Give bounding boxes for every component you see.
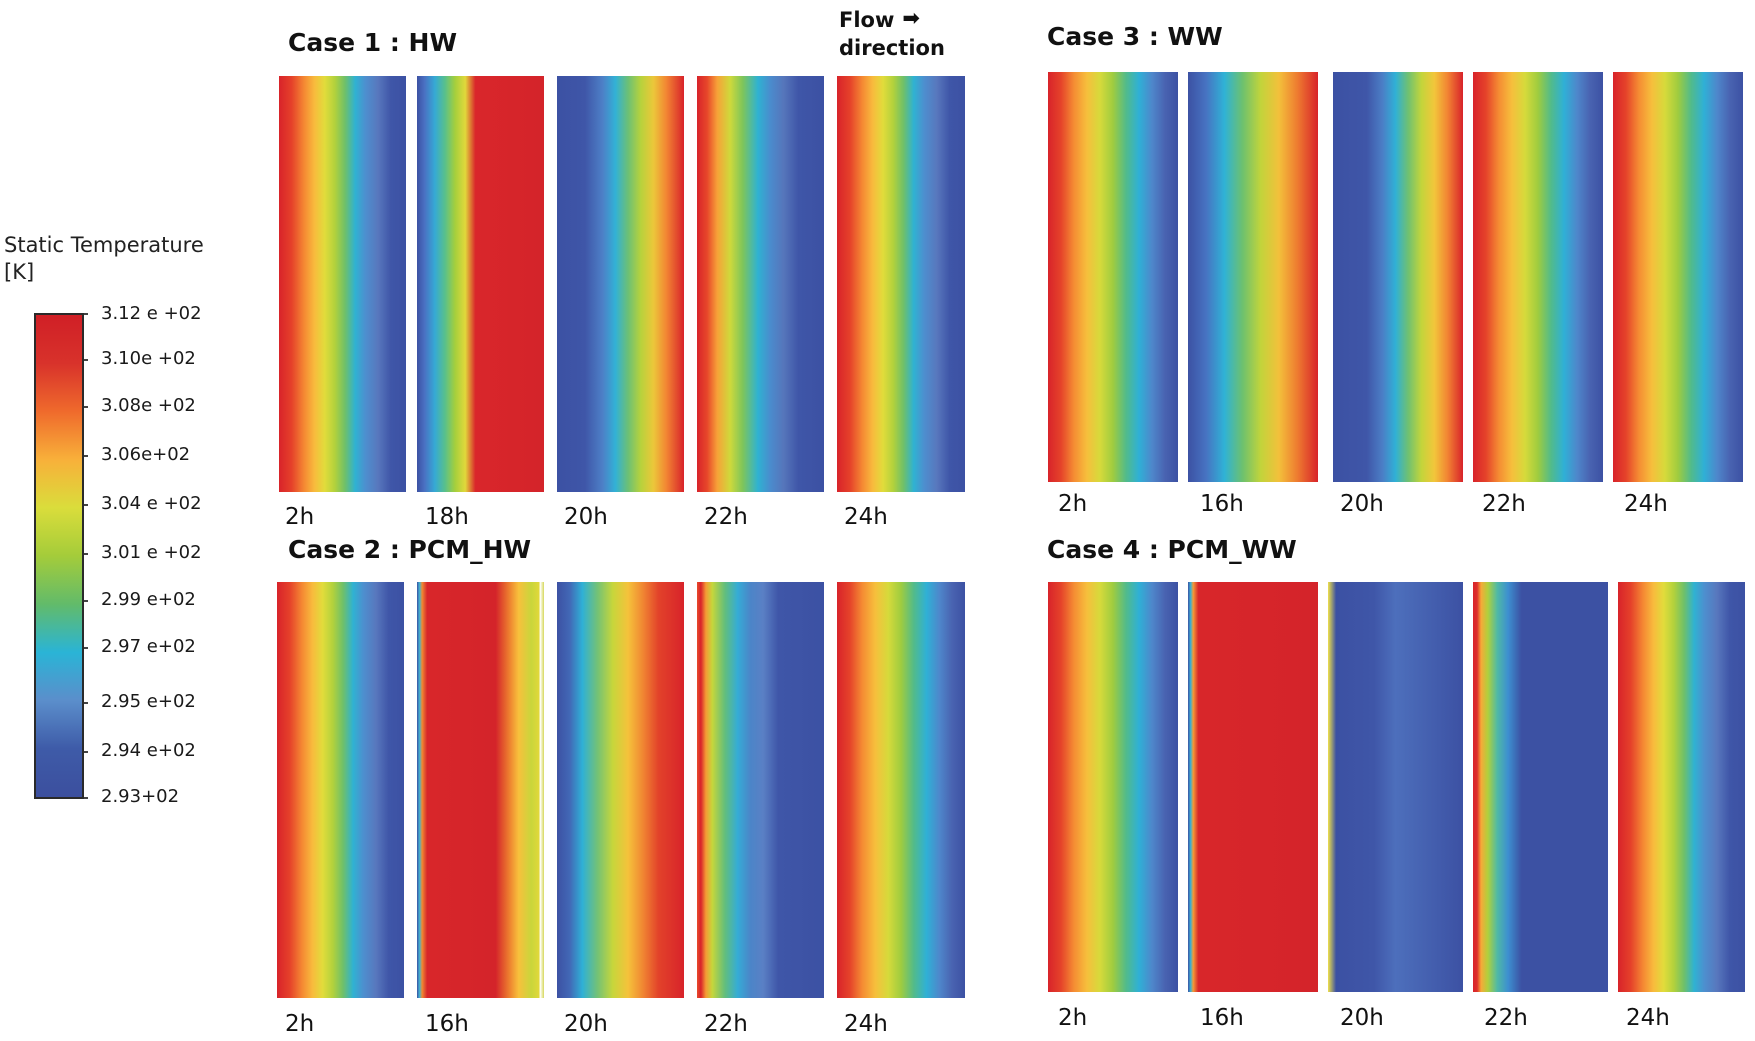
- legend-label: 2.95 e+02: [101, 691, 196, 712]
- case-3-panel-16h: [1188, 72, 1318, 482]
- case-3-time-label: 22h: [1482, 491, 1526, 517]
- legend-tick: [84, 702, 88, 704]
- temperature-colorbar: [34, 313, 84, 799]
- case-3-time-label: 20h: [1340, 491, 1384, 517]
- case-1-panel-2h: [279, 76, 406, 492]
- case-3-title: Case 3 : WW: [1047, 22, 1223, 51]
- case-2-time-label: 22h: [704, 1011, 748, 1037]
- case-2-panel-2h: [277, 582, 404, 998]
- legend-label: 3.06e+02: [101, 444, 191, 465]
- legend-tick: [84, 313, 88, 315]
- legend-label: 2.94 e+02: [101, 740, 196, 761]
- case-3-panel-20h: [1333, 72, 1463, 482]
- legend-label: 2.97 e+02: [101, 636, 196, 657]
- case-4-panel-16h: [1188, 582, 1318, 992]
- case-4-time-label: 24h: [1626, 1005, 1670, 1031]
- legend-label: 3.10e +02: [101, 348, 196, 369]
- case-4-panel-24h: [1618, 582, 1745, 992]
- case-4-panel-20h: [1328, 582, 1463, 992]
- legend-tick: [84, 455, 88, 457]
- case-2-time-label: 2h: [285, 1011, 315, 1037]
- case-2-time-label: 16h: [425, 1011, 469, 1037]
- arrow-right-icon: ➡: [902, 6, 920, 30]
- legend-tick: [84, 359, 88, 361]
- case-4-title: Case 4 : PCM_WW: [1047, 535, 1297, 564]
- case-4-time-label: 20h: [1340, 1005, 1384, 1031]
- case-3-panel-22h: [1473, 72, 1603, 482]
- case-4-panel-22h: [1473, 582, 1608, 992]
- flow-direction-label: direction: [839, 36, 945, 60]
- case-1-panel-24h: [837, 76, 965, 492]
- case-4-time-label: 16h: [1200, 1005, 1244, 1031]
- legend-label: 3.08e +02: [101, 395, 196, 416]
- case-4-time-label: 22h: [1484, 1005, 1528, 1031]
- case-3-time-label: 16h: [1200, 491, 1244, 517]
- case-2-panel-20h: [557, 582, 684, 998]
- legend-tick: [84, 797, 88, 799]
- case-1-time-label: 24h: [844, 504, 888, 530]
- legend-label-min: 2.93+02: [101, 786, 180, 807]
- case-4-time-label: 2h: [1058, 1005, 1088, 1031]
- case-3-time-label: 24h: [1624, 491, 1668, 517]
- case-1-time-label: 18h: [425, 504, 469, 530]
- legend-title: Static Temperature [K]: [4, 232, 204, 286]
- case-2-panel-22h: [697, 582, 824, 998]
- case-2-time-label: 24h: [844, 1011, 888, 1037]
- legend-title-line1: Static Temperature: [4, 233, 204, 257]
- legend-title-line2: [K]: [4, 260, 35, 284]
- case-2-panel-24h: [837, 582, 965, 998]
- case-1-time-label: 22h: [704, 504, 748, 530]
- legend-tick: [84, 751, 88, 753]
- legend-tick: [84, 504, 88, 506]
- case-1-time-label: 2h: [285, 504, 315, 530]
- legend-label-max: 3.12 e +02: [101, 303, 202, 324]
- legend-tick: [84, 553, 88, 555]
- case-1-title: Case 1 : HW: [288, 28, 458, 57]
- flow-direction-note: Flow ➡ direction: [839, 4, 945, 62]
- case-3-panel-24h: [1613, 72, 1743, 482]
- legend-tick: [84, 647, 88, 649]
- case-1-panel-18h: [417, 76, 544, 492]
- legend-tick: [84, 600, 88, 602]
- case-3-panel-2h: [1048, 72, 1178, 482]
- legend-label: 2.99 e+02: [101, 589, 196, 610]
- case-1-time-label: 20h: [564, 504, 608, 530]
- case-4-panel-2h: [1048, 582, 1178, 992]
- case-2-title: Case 2 : PCM_HW: [288, 535, 532, 564]
- case-1-panel-22h: [697, 76, 824, 492]
- case-2-panel-16h: [417, 582, 544, 998]
- case-2-time-label: 20h: [564, 1011, 608, 1037]
- flow-label: Flow: [839, 8, 895, 32]
- legend-label: 3.04 e +02: [101, 493, 202, 514]
- legend-label: 3.01 e +02: [101, 542, 202, 563]
- legend-tick: [84, 406, 88, 408]
- case-3-time-label: 2h: [1058, 491, 1088, 517]
- case-1-panel-20h: [557, 76, 684, 492]
